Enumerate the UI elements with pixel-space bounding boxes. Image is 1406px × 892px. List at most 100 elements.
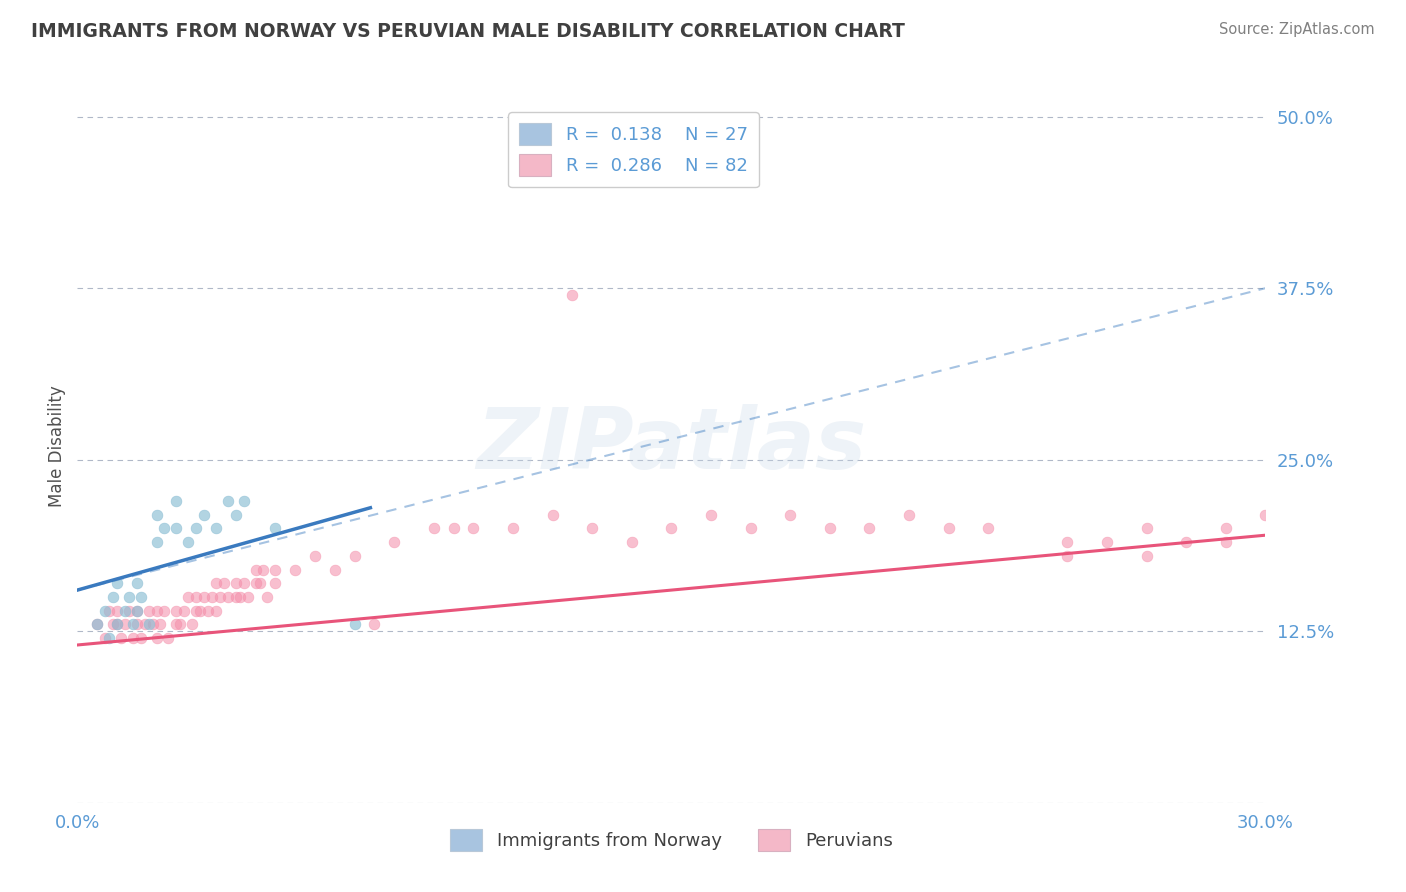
Point — [225, 590, 247, 604]
Point — [118, 604, 141, 618]
Point — [1254, 508, 1277, 522]
Point — [1215, 521, 1237, 535]
Point — [1215, 535, 1237, 549]
Point — [134, 617, 156, 632]
Point — [217, 494, 239, 508]
Point — [145, 508, 167, 522]
Point — [1056, 549, 1078, 563]
Point — [118, 590, 141, 604]
Point — [443, 521, 465, 535]
Point — [193, 508, 215, 522]
Point — [463, 521, 485, 535]
Text: ZIPatlas: ZIPatlas — [477, 404, 866, 488]
Point — [661, 521, 683, 535]
Point — [228, 590, 250, 604]
Point — [169, 617, 191, 632]
Point — [304, 549, 326, 563]
Point — [98, 604, 121, 618]
Point — [138, 617, 160, 632]
Point — [165, 617, 187, 632]
Point — [157, 631, 180, 645]
Point — [186, 590, 208, 604]
Point — [561, 288, 583, 302]
Point — [105, 617, 128, 632]
Point — [232, 494, 254, 508]
Point — [98, 631, 121, 645]
Point — [86, 617, 108, 632]
Text: IMMIGRANTS FROM NORWAY VS PERUVIAN MALE DISABILITY CORRELATION CHART: IMMIGRANTS FROM NORWAY VS PERUVIAN MALE … — [31, 22, 905, 41]
Point — [1136, 549, 1159, 563]
Point — [938, 521, 960, 535]
Point — [125, 604, 148, 618]
Point — [121, 617, 143, 632]
Point — [264, 576, 287, 591]
Point — [502, 521, 524, 535]
Point — [101, 590, 124, 604]
Point — [186, 604, 208, 618]
Point — [105, 617, 128, 632]
Point — [232, 576, 254, 591]
Point — [212, 576, 235, 591]
Point — [1136, 521, 1159, 535]
Point — [165, 521, 187, 535]
Point — [245, 576, 267, 591]
Point — [177, 590, 200, 604]
Point — [110, 631, 132, 645]
Point — [153, 604, 176, 618]
Point — [181, 617, 204, 632]
Point — [343, 549, 366, 563]
Point — [225, 508, 247, 522]
Point — [205, 604, 228, 618]
Point — [114, 617, 136, 632]
Point — [252, 562, 274, 576]
Point — [264, 521, 287, 535]
Point — [1095, 535, 1118, 549]
Point — [245, 562, 267, 576]
Y-axis label: Male Disability: Male Disability — [48, 385, 66, 507]
Point — [105, 604, 128, 618]
Point — [142, 617, 165, 632]
Point — [217, 590, 239, 604]
Point — [201, 590, 224, 604]
Point — [101, 617, 124, 632]
Point — [94, 631, 117, 645]
Point — [423, 521, 446, 535]
Point — [977, 521, 1000, 535]
Point — [779, 508, 801, 522]
Point — [256, 590, 278, 604]
Point — [208, 590, 231, 604]
Point — [343, 617, 366, 632]
Point — [700, 508, 723, 522]
Point — [114, 604, 136, 618]
Point — [165, 494, 187, 508]
Point — [165, 604, 187, 618]
Point — [205, 576, 228, 591]
Point — [1056, 535, 1078, 549]
Point — [186, 521, 208, 535]
Point — [858, 521, 880, 535]
Point — [581, 521, 603, 535]
Point — [129, 590, 152, 604]
Point — [94, 604, 117, 618]
Point — [323, 562, 346, 576]
Point — [125, 576, 148, 591]
Point — [125, 617, 148, 632]
Point — [193, 590, 215, 604]
Point — [205, 521, 228, 535]
Point — [236, 590, 259, 604]
Point — [129, 631, 152, 645]
Point — [121, 631, 143, 645]
Point — [125, 604, 148, 618]
Point — [818, 521, 841, 535]
Point — [145, 604, 167, 618]
Point — [138, 604, 160, 618]
Point — [188, 604, 211, 618]
Legend: Immigrants from Norway, Peruvians: Immigrants from Norway, Peruvians — [443, 822, 900, 858]
Point — [145, 631, 167, 645]
Point — [173, 604, 195, 618]
Point — [284, 562, 307, 576]
Point — [541, 508, 564, 522]
Point — [740, 521, 762, 535]
Point — [363, 617, 385, 632]
Point — [153, 521, 176, 535]
